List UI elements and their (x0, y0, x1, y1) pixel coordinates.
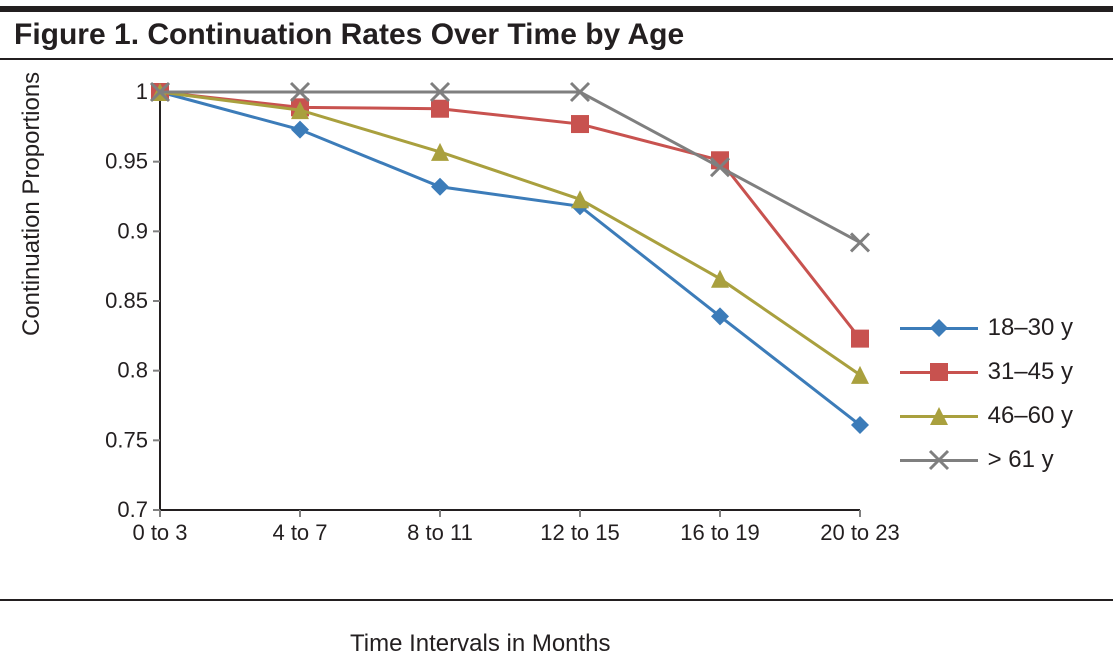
legend-label: 31–45 y (988, 358, 1073, 386)
legend-swatch (900, 448, 978, 472)
y-axis-label: Continuation Proportions (18, 72, 46, 336)
square-marker (930, 363, 948, 381)
series (151, 83, 869, 434)
triangle-marker (571, 190, 589, 208)
legend-swatch (900, 404, 978, 428)
legend-item: 46–60 y (900, 394, 1073, 438)
y-tick-label: 0.7 (117, 497, 148, 522)
series-line (160, 92, 860, 425)
x-tick-label: 12 to 15 (540, 520, 620, 545)
series (151, 83, 869, 384)
y-tick-label: 1 (136, 79, 148, 104)
diamond-marker (291, 121, 309, 139)
square-marker (431, 100, 449, 118)
legend-swatch (900, 360, 978, 384)
y-tick-label: 0.95 (105, 149, 148, 174)
series-line (160, 92, 860, 242)
figure-container: Figure 1. Continuation Rates Over Time b… (0, 0, 1113, 613)
diamond-icon (927, 316, 951, 340)
legend-label: 46–60 y (988, 402, 1073, 430)
legend-item: 18–30 y (900, 306, 1073, 350)
triangle-marker (851, 366, 869, 384)
legend: 18–30 y 31–45 y 46–60 y > 61 y (900, 306, 1073, 482)
series-line (160, 92, 860, 375)
y-tick-label: 0.75 (105, 427, 148, 452)
legend-label: 18–30 y (988, 314, 1073, 342)
x-tick-label: 8 to 11 (407, 520, 473, 545)
y-tick-label: 0.8 (117, 358, 148, 383)
diamond-marker (930, 319, 948, 337)
square-marker (851, 330, 869, 348)
triangle-marker (431, 143, 449, 161)
plot-area: 0.7 0.75 0.8 0.85 0.9 0.95 1 0 to 3 4 to 7 8 to 1… (0, 66, 1113, 586)
y-tick-label: 0.85 (105, 288, 148, 313)
x-tick-label: 4 to 7 (272, 520, 327, 545)
title-rule (0, 58, 1113, 60)
x-tick-label: 20 to 23 (820, 520, 900, 545)
x-axis-label: Time Intervals in Months (350, 630, 611, 658)
x-tick-label: 16 to 19 (680, 520, 760, 545)
legend-item: 31–45 y (900, 350, 1073, 394)
diamond-marker (431, 178, 449, 196)
series (151, 83, 869, 251)
top-rule (0, 6, 1113, 12)
x-icon (927, 448, 951, 472)
square-icon (927, 360, 951, 384)
figure-title: Figure 1. Continuation Rates Over Time b… (14, 18, 684, 52)
bottom-rule (0, 599, 1113, 601)
legend-label: > 61 y (988, 446, 1054, 474)
triangle-marker (711, 270, 729, 288)
square-marker (571, 115, 589, 133)
triangle-marker (930, 407, 948, 425)
x-tick-label: 0 to 3 (132, 520, 187, 545)
y-tick-label: 0.9 (117, 218, 148, 243)
legend-swatch (900, 316, 978, 340)
legend-item: > 61 y (900, 438, 1073, 482)
triangle-icon (927, 404, 951, 428)
